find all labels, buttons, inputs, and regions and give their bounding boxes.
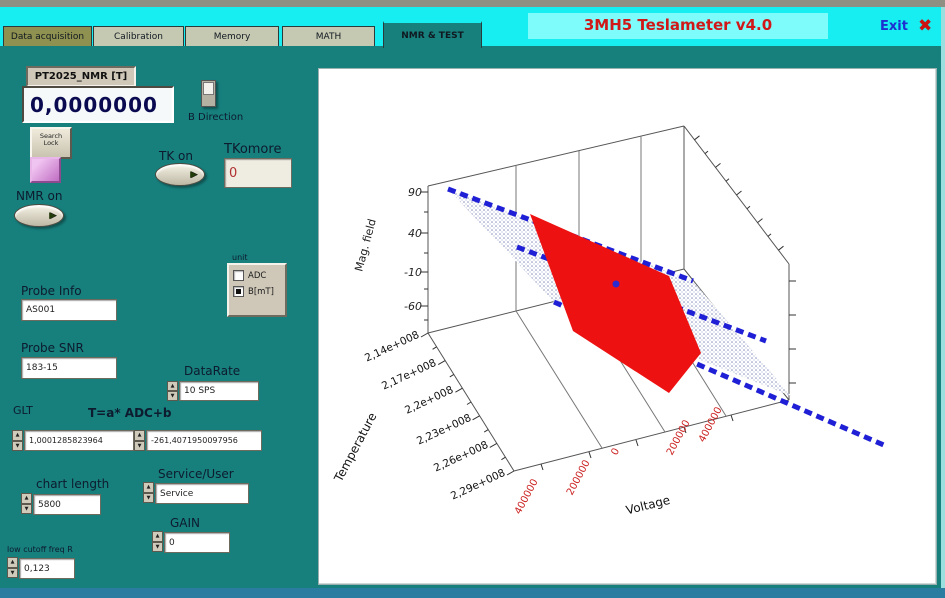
probe-info-label: Probe Info — [21, 284, 82, 298]
x-tick: 400000 — [697, 405, 725, 444]
radio-icon-selected[interactable] — [233, 286, 244, 297]
z-tick: 40 — [408, 227, 422, 240]
tab-nmr-test[interactable]: NMR & TEST — [383, 21, 482, 48]
window-bottom-strip — [0, 588, 945, 598]
axis-ticks — [420, 135, 796, 476]
probe-snr-label: Probe SNR — [21, 341, 84, 355]
probe-name-plaque: PT2025_NMR [T] — [26, 66, 136, 87]
lock-led-indicator[interactable] — [30, 157, 61, 183]
x-tick: 400000 — [513, 477, 541, 516]
radio-label: B[mT] — [248, 286, 274, 297]
z-tick: -60 — [404, 300, 422, 313]
service-user-field[interactable]: Service — [155, 483, 249, 504]
fitted-plane-surface — [530, 214, 701, 393]
plot-panel: 90 40 -10 -60 Mag. field 2,14e+008 2,17e… — [318, 68, 937, 585]
tab-calibration[interactable]: Calibration — [93, 26, 184, 46]
nmr-on-label: NMR on — [16, 189, 63, 203]
coef-a-spinner[interactable]: ▲ ▼ — [12, 430, 23, 451]
radio-icon[interactable] — [233, 270, 244, 281]
app-title: 3MH5 Teslameter v4.0 — [583, 16, 773, 34]
b-direction-slider[interactable] — [201, 80, 216, 107]
y-tick: 2,26e+008 — [432, 439, 490, 475]
unit-label: unit — [232, 253, 248, 262]
exit-button[interactable]: Exit — [880, 19, 908, 34]
y-axis-tick-labels: 2,14e+008 2,17e+008 2,2e+008 2,23e+008 2… — [363, 329, 507, 503]
radio-label: ADC — [248, 270, 267, 281]
x-axis-title: Voltage — [624, 493, 671, 517]
y-axis-title: Temperature — [331, 410, 380, 485]
search-lock-line1: Search — [39, 132, 63, 140]
title-plate — [528, 13, 828, 39]
chart-length-label: chart length — [36, 477, 110, 491]
search-lock-button[interactable]: Search Lock — [30, 127, 72, 159]
tab-data-acquisition[interactable]: Data acquisition — [3, 26, 92, 46]
glt-label: GLT — [13, 404, 33, 417]
tk-on-label: TK on — [159, 149, 193, 163]
b-direction-label: B Direction — [188, 112, 244, 123]
y-tick: 2,29e+008 — [449, 467, 507, 503]
unit-radio-group: ADC B[mT] — [227, 263, 287, 317]
nmr-on-toggle[interactable]: ▶ — [14, 204, 64, 227]
x-tick: 200000 — [565, 458, 593, 497]
datarate-spinner[interactable]: ▲ ▼ — [167, 381, 178, 401]
tab-math[interactable]: MATH — [282, 26, 375, 46]
toggle-arrow-icon: ▶ — [49, 210, 56, 221]
y-tick: 2,2e+008 — [403, 384, 455, 417]
low-cutoff-spinner[interactable]: ▲ ▼ — [7, 557, 18, 578]
probe-snr-field[interactable]: 183-15 — [21, 357, 117, 379]
y-tick: 2,23e+008 — [415, 412, 473, 448]
field-value-display: 0,0000000 — [22, 86, 174, 123]
low-cutoff-label: low cutoff freq R — [7, 545, 73, 554]
unit-option-bmt[interactable]: B[mT] — [233, 286, 281, 297]
gain-label: GAIN — [170, 516, 201, 530]
search-lock-line2: Lock — [43, 139, 59, 147]
chart-length-field[interactable]: 5800 — [33, 494, 101, 515]
tkomore-field[interactable]: 0 — [224, 158, 292, 188]
gain-field[interactable]: 0 — [164, 532, 230, 553]
gain-spinner[interactable]: ▲ ▼ — [152, 531, 163, 552]
low-cutoff-field[interactable]: 0,123 — [19, 558, 75, 579]
x-tick: 0 — [609, 446, 622, 457]
slider-knob[interactable] — [203, 82, 214, 95]
tkomore-label: TKomore — [224, 142, 282, 157]
coef-b-field[interactable]: -261,4071950097956 — [146, 430, 262, 451]
z-axis-tick-labels: 90 40 -10 -60 — [404, 186, 422, 313]
datarate-label: DataRate — [184, 364, 241, 378]
y-tick: 2,17e+008 — [380, 357, 438, 393]
chart-length-spinner[interactable]: ▲ ▼ — [21, 493, 32, 514]
center-data-point — [612, 280, 620, 288]
3d-surface-plot[interactable]: 90 40 -10 -60 Mag. field 2,14e+008 2,17e… — [319, 69, 936, 584]
service-user-spinner[interactable]: ▲ ▼ — [143, 482, 154, 503]
z-tick: 90 — [408, 186, 422, 199]
x-tick: 200000 — [665, 418, 693, 457]
close-icon[interactable]: ✖ — [918, 16, 933, 36]
window-right-strip — [941, 7, 945, 588]
coef-b-spinner[interactable]: ▲ ▼ — [134, 430, 145, 451]
x-axis-tick-labels: 400000 200000 0 200000 400000 — [513, 405, 725, 516]
tk-on-toggle[interactable]: ▶ — [155, 163, 205, 186]
toggle-arrow-icon: ▶ — [190, 169, 197, 180]
y-tick: 2,14e+008 — [363, 329, 421, 365]
service-user-label: Service/User — [158, 467, 234, 481]
tab-memory[interactable]: Memory — [185, 26, 279, 46]
probe-info-field[interactable]: AS001 — [21, 299, 117, 321]
z-axis-title: Mag. field — [352, 217, 379, 272]
datarate-field[interactable]: 10 SPS — [179, 381, 259, 401]
unit-option-adc[interactable]: ADC — [233, 270, 281, 281]
coef-a-field[interactable]: 1,0001285823964 — [24, 430, 134, 451]
formula-label: T=a* ADC+b — [88, 406, 172, 420]
window-top-strip — [0, 0, 945, 7]
z-tick: -10 — [404, 266, 422, 279]
